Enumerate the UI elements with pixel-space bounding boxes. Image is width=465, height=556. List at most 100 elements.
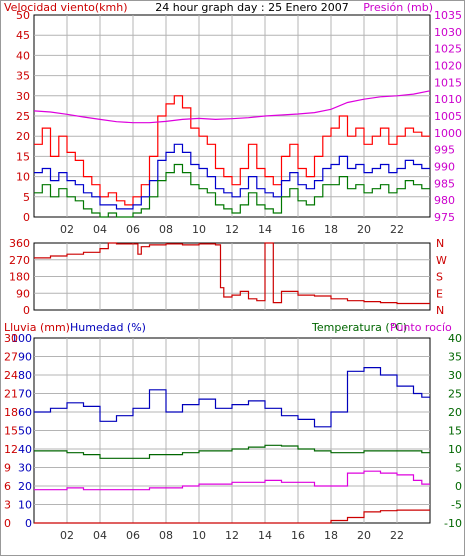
humidity-tick-label: 0 [25,517,32,530]
temp-tick-label: 25 [448,388,462,401]
temp-tick-label: 10 [448,443,462,456]
x-tick-label: 14 [258,223,272,236]
rain-tick-label: 3 [4,499,11,512]
chart-title: 24 hour graph day : 25 Enero 2007 [155,1,349,14]
y2-tick-label: 995 [434,144,455,157]
pressure-label: Presión (mb) [363,1,433,14]
compass-tick-label: W [436,254,447,267]
x-tick-label: 10 [192,529,206,542]
rain-line [34,509,430,524]
y2-tick-label: 1020 [434,60,462,73]
temp-tick-label: 5 [455,462,462,475]
y-tick-label: 30 [16,90,30,103]
y-tick-label: 180 [9,271,30,284]
y-tick-label: 20 [16,130,30,143]
y2-tick-label: 990 [434,161,455,174]
x-tick-label: 18 [324,529,338,542]
rain-tick-label: 9 [4,462,11,475]
x-tick-label: 22 [390,529,404,542]
rain-tick-label: 24 [4,369,18,382]
y2-tick-label: 1005 [434,110,462,123]
x-tick-label: 10 [192,223,206,236]
humidity-line [34,367,430,428]
y-tick-label: 0 [23,211,30,224]
wind-average-line [34,143,430,210]
rain-tick-label: 18 [4,406,18,419]
y-tick-label: 0 [23,304,30,317]
rain-tick-label: 6 [4,480,11,493]
temp-tick-label: -5 [451,499,462,512]
humidity-temperature-panel: 0102030405060708090100036912151821242730… [4,332,462,542]
compass-tick-label: E [436,287,443,300]
humidity-tick-label: 20 [18,480,32,493]
y2-tick-label: 985 [434,177,455,190]
x-tick-label: 12 [225,223,239,236]
y2-tick-label: 980 [434,194,455,207]
temperature-label: Temperatura (°C) [311,321,407,334]
compass-tick-label: N [436,304,444,317]
rain-tick-label: 30 [4,332,18,345]
y-tick-label: 10 [16,171,30,184]
humidity-label: Humedad (%) [70,321,146,334]
y2-tick-label: 1025 [434,43,462,56]
humidity-tick-label: 10 [18,499,32,512]
wind-direction-line [34,242,430,305]
temp-tick-label: -10 [444,517,462,530]
dewpoint-label: Punto rocío [390,321,452,334]
humidity-tick-label: 70 [18,388,32,401]
temp-tick-label: 30 [448,369,462,382]
x-tick-label: 08 [159,529,173,542]
temp-tick-label: 20 [448,406,462,419]
x-tick-label: 08 [159,223,173,236]
rain-label: Lluvia (mm) [4,321,70,334]
humidity-tick-label: 40 [18,443,32,456]
y2-tick-label: 1010 [434,93,462,106]
y-tick-label: 15 [16,150,30,163]
y2-tick-label: 1030 [434,26,462,39]
temp-tick-label: 15 [448,425,462,438]
rain-tick-label: 15 [4,425,18,438]
rain-tick-label: 12 [4,443,18,456]
x-tick-label: 18 [324,223,338,236]
y-tick-label: 35 [16,70,30,83]
dewpoint-line [34,470,430,491]
humidity-tick-label: 30 [18,462,32,475]
humidity-tick-label: 50 [18,425,32,438]
compass-tick-label: N [436,237,444,250]
humidity-tick-label: 80 [18,369,32,382]
y-tick-label: 5 [23,191,30,204]
temp-tick-label: 0 [455,480,462,493]
wind-low-line [34,163,430,218]
y-tick-label: 40 [16,49,30,62]
y-tick-label: 45 [16,29,30,42]
x-tick-label: 20 [357,529,371,542]
rain-tick-label: 27 [4,351,18,364]
x-tick-label: 02 [60,529,74,542]
y-tick-label: 90 [16,287,30,300]
y2-tick-label: 1000 [434,127,462,140]
y2-tick-label: 1035 [434,9,462,22]
rain-tick-label: 0 [4,517,11,530]
x-tick-label: 02 [60,223,74,236]
x-tick-label: 20 [357,223,371,236]
x-tick-label: 14 [258,529,272,542]
x-tick-label: 06 [126,529,140,542]
wind-pressure-panel: 0510152025303540455097598098599099510001… [16,9,462,236]
wind-gust-line [34,95,430,206]
humidity-tick-label: 90 [18,351,32,364]
pressure-line [33,90,431,124]
wind-speed-label: Velocidad viento(kmh) [4,1,128,14]
y2-tick-label: 975 [434,211,455,224]
y-tick-label: 360 [9,237,30,250]
x-tick-label: 04 [93,529,107,542]
y-tick-label: 25 [16,110,30,123]
x-tick-label: 04 [93,223,107,236]
temperature-line [34,444,430,459]
y-tick-label: 270 [9,254,30,267]
x-tick-label: 16 [291,529,305,542]
x-tick-label: 06 [126,223,140,236]
y2-tick-label: 1015 [434,76,462,89]
humidity-tick-label: 100 [11,332,32,345]
